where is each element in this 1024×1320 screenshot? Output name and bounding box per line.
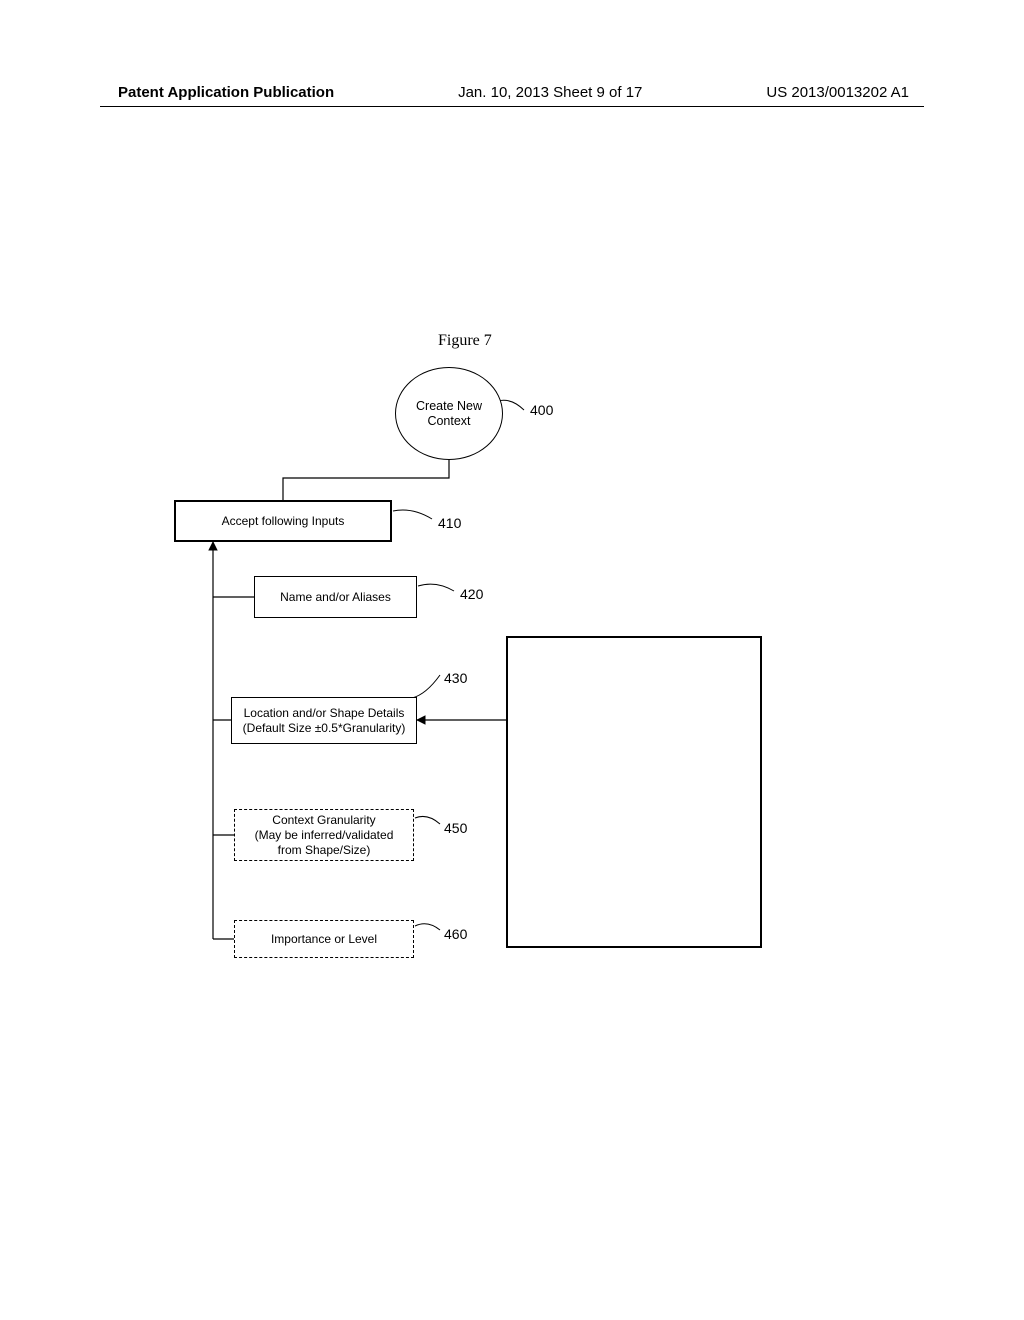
figure-title: Figure 7 bbox=[438, 332, 492, 350]
node-n450: Context Granularity(May be inferred/vali… bbox=[234, 809, 414, 861]
ref-label-430: 430 bbox=[444, 670, 467, 686]
node-container430 bbox=[506, 636, 762, 948]
ref-label-400: 400 bbox=[530, 402, 553, 418]
node-n410: Accept following Inputs bbox=[174, 500, 392, 542]
node-n430: Location and/or Shape Details(Default Si… bbox=[231, 697, 417, 744]
node-n460: Importance or Level bbox=[234, 920, 414, 958]
ref-label-420: 420 bbox=[460, 586, 483, 602]
node-n420: Name and/or Aliases bbox=[254, 576, 417, 618]
ref-label-410: 410 bbox=[438, 515, 461, 531]
diagram-area: Figure 7 Create NewContext 400 Accept foll… bbox=[0, 0, 1024, 1320]
node-n400: Create NewContext bbox=[395, 367, 503, 460]
ref-label-460: 460 bbox=[444, 926, 467, 942]
ref-label-450: 450 bbox=[444, 820, 467, 836]
